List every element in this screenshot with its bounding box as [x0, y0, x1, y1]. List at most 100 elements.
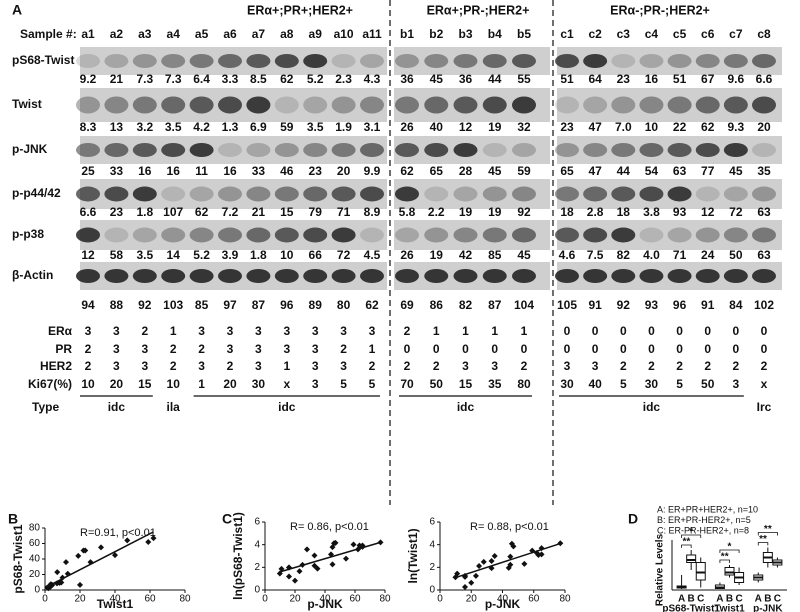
clinical-value: 2 [404, 359, 411, 373]
category-label: B [726, 594, 733, 605]
clinical-value: 2 [733, 359, 740, 373]
y-tick-label: 0 [429, 585, 435, 596]
band-value: 7.3 [165, 72, 182, 86]
band-value: 62 [400, 164, 414, 178]
clinical-value: 0 [564, 342, 571, 356]
blot-band [555, 54, 579, 68]
band-value: 45 [729, 164, 743, 178]
blot-band [189, 269, 214, 283]
clinical-value: 5 [340, 377, 347, 391]
band-value: 89 [309, 298, 323, 312]
legend-entry: C: ER-PR-HER2+, n=8 [657, 525, 749, 535]
trend-line [455, 542, 561, 579]
band-value: 45 [430, 72, 444, 86]
band-value: 23 [560, 120, 574, 134]
blot-band [555, 96, 579, 114]
band-value: 7.2 [222, 205, 239, 219]
band-value: 8.5 [250, 72, 267, 86]
band-value: 62 [701, 120, 715, 134]
band-value: 67 [701, 72, 715, 86]
blot-band [512, 269, 536, 283]
band-value: 54 [645, 164, 659, 178]
band-value: 92 [138, 298, 152, 312]
blot-band [395, 227, 419, 243]
clinical-value: 2 [170, 359, 177, 373]
band-value: 12 [81, 248, 95, 262]
x-tick-label: 0 [437, 594, 443, 605]
blot-band [424, 96, 449, 114]
blot-band [360, 186, 384, 202]
blot-band [424, 269, 449, 283]
group-label: p-JNK [753, 604, 783, 612]
clinical-value: 0 [761, 324, 768, 338]
blot-band [161, 186, 186, 202]
band-value: 94 [81, 298, 95, 312]
data-point [150, 535, 157, 542]
band-value: 35 [757, 164, 771, 178]
group-header: ERα+;PR-;HER2+ [427, 3, 530, 17]
band-value: 63 [673, 164, 687, 178]
blot-band [189, 143, 214, 157]
band-value: 18 [560, 205, 574, 219]
blot-band [303, 54, 328, 68]
clinical-value: 40 [588, 377, 602, 391]
clinical-value: 2 [198, 342, 205, 356]
band-value: 18 [617, 205, 631, 219]
blot-band [482, 227, 507, 243]
blot-band [752, 227, 776, 243]
blot-band [360, 143, 384, 157]
band-value: 16 [167, 164, 181, 178]
sample-id: a1 [81, 27, 95, 41]
band-value: 23 [617, 72, 631, 86]
y-tick-label: 2 [254, 562, 260, 573]
band-value: 66 [309, 248, 323, 262]
data-point [452, 574, 459, 581]
band-value: 21 [110, 72, 124, 86]
clinical-value: 3 [255, 359, 262, 373]
x-tick-label: 60 [144, 594, 156, 605]
data-point [521, 560, 528, 567]
y-tick-label: 20 [29, 569, 41, 580]
blot-band [189, 96, 214, 114]
group-header: ERα+;PR+;HER2+ [247, 3, 353, 17]
band-value: 87 [488, 298, 502, 312]
band-value: 3.1 [364, 120, 381, 134]
clinical-value: 3 [283, 342, 290, 356]
blot-band [76, 96, 100, 114]
band-value: 19 [459, 205, 473, 219]
band-value: 87 [252, 298, 266, 312]
clinical-label: HER2 [40, 359, 72, 373]
blot-label: pS68-Twist [12, 53, 74, 67]
type-value: idc [108, 400, 126, 414]
clinical-value: 3 [312, 377, 319, 391]
clinical-value: 5 [369, 377, 376, 391]
blot-band [583, 269, 608, 283]
band-value: 14 [167, 248, 181, 262]
sample-id: c1 [560, 27, 574, 41]
data-point [112, 552, 118, 559]
blot-band [303, 227, 328, 243]
significance: ** [682, 537, 690, 548]
clinical-value: 0 [620, 342, 627, 356]
band-value: 104 [514, 298, 534, 312]
blot-band [104, 186, 129, 202]
band-value: 85 [195, 298, 209, 312]
clinical-value: 0 [521, 342, 528, 356]
blot-band [274, 269, 299, 283]
annotation: R=0.91, p<0.01 [80, 527, 156, 539]
x-tick-label: 60 [528, 594, 540, 605]
band-value: 93 [645, 298, 659, 312]
band-value: 10 [645, 120, 659, 134]
blot-band [667, 186, 692, 202]
clinical-value: 0 [733, 342, 740, 356]
blot-label: p-p38 [12, 227, 44, 241]
blot-band [695, 227, 720, 243]
clinical-value: 3 [227, 342, 234, 356]
clinical-value: 5 [676, 377, 683, 391]
band-value: 20 [337, 164, 351, 178]
clinical-value: 2 [227, 359, 234, 373]
band-value: 1.3 [222, 120, 239, 134]
blot-band [246, 227, 271, 243]
data-point [462, 584, 468, 591]
band-value: 8.3 [80, 120, 97, 134]
